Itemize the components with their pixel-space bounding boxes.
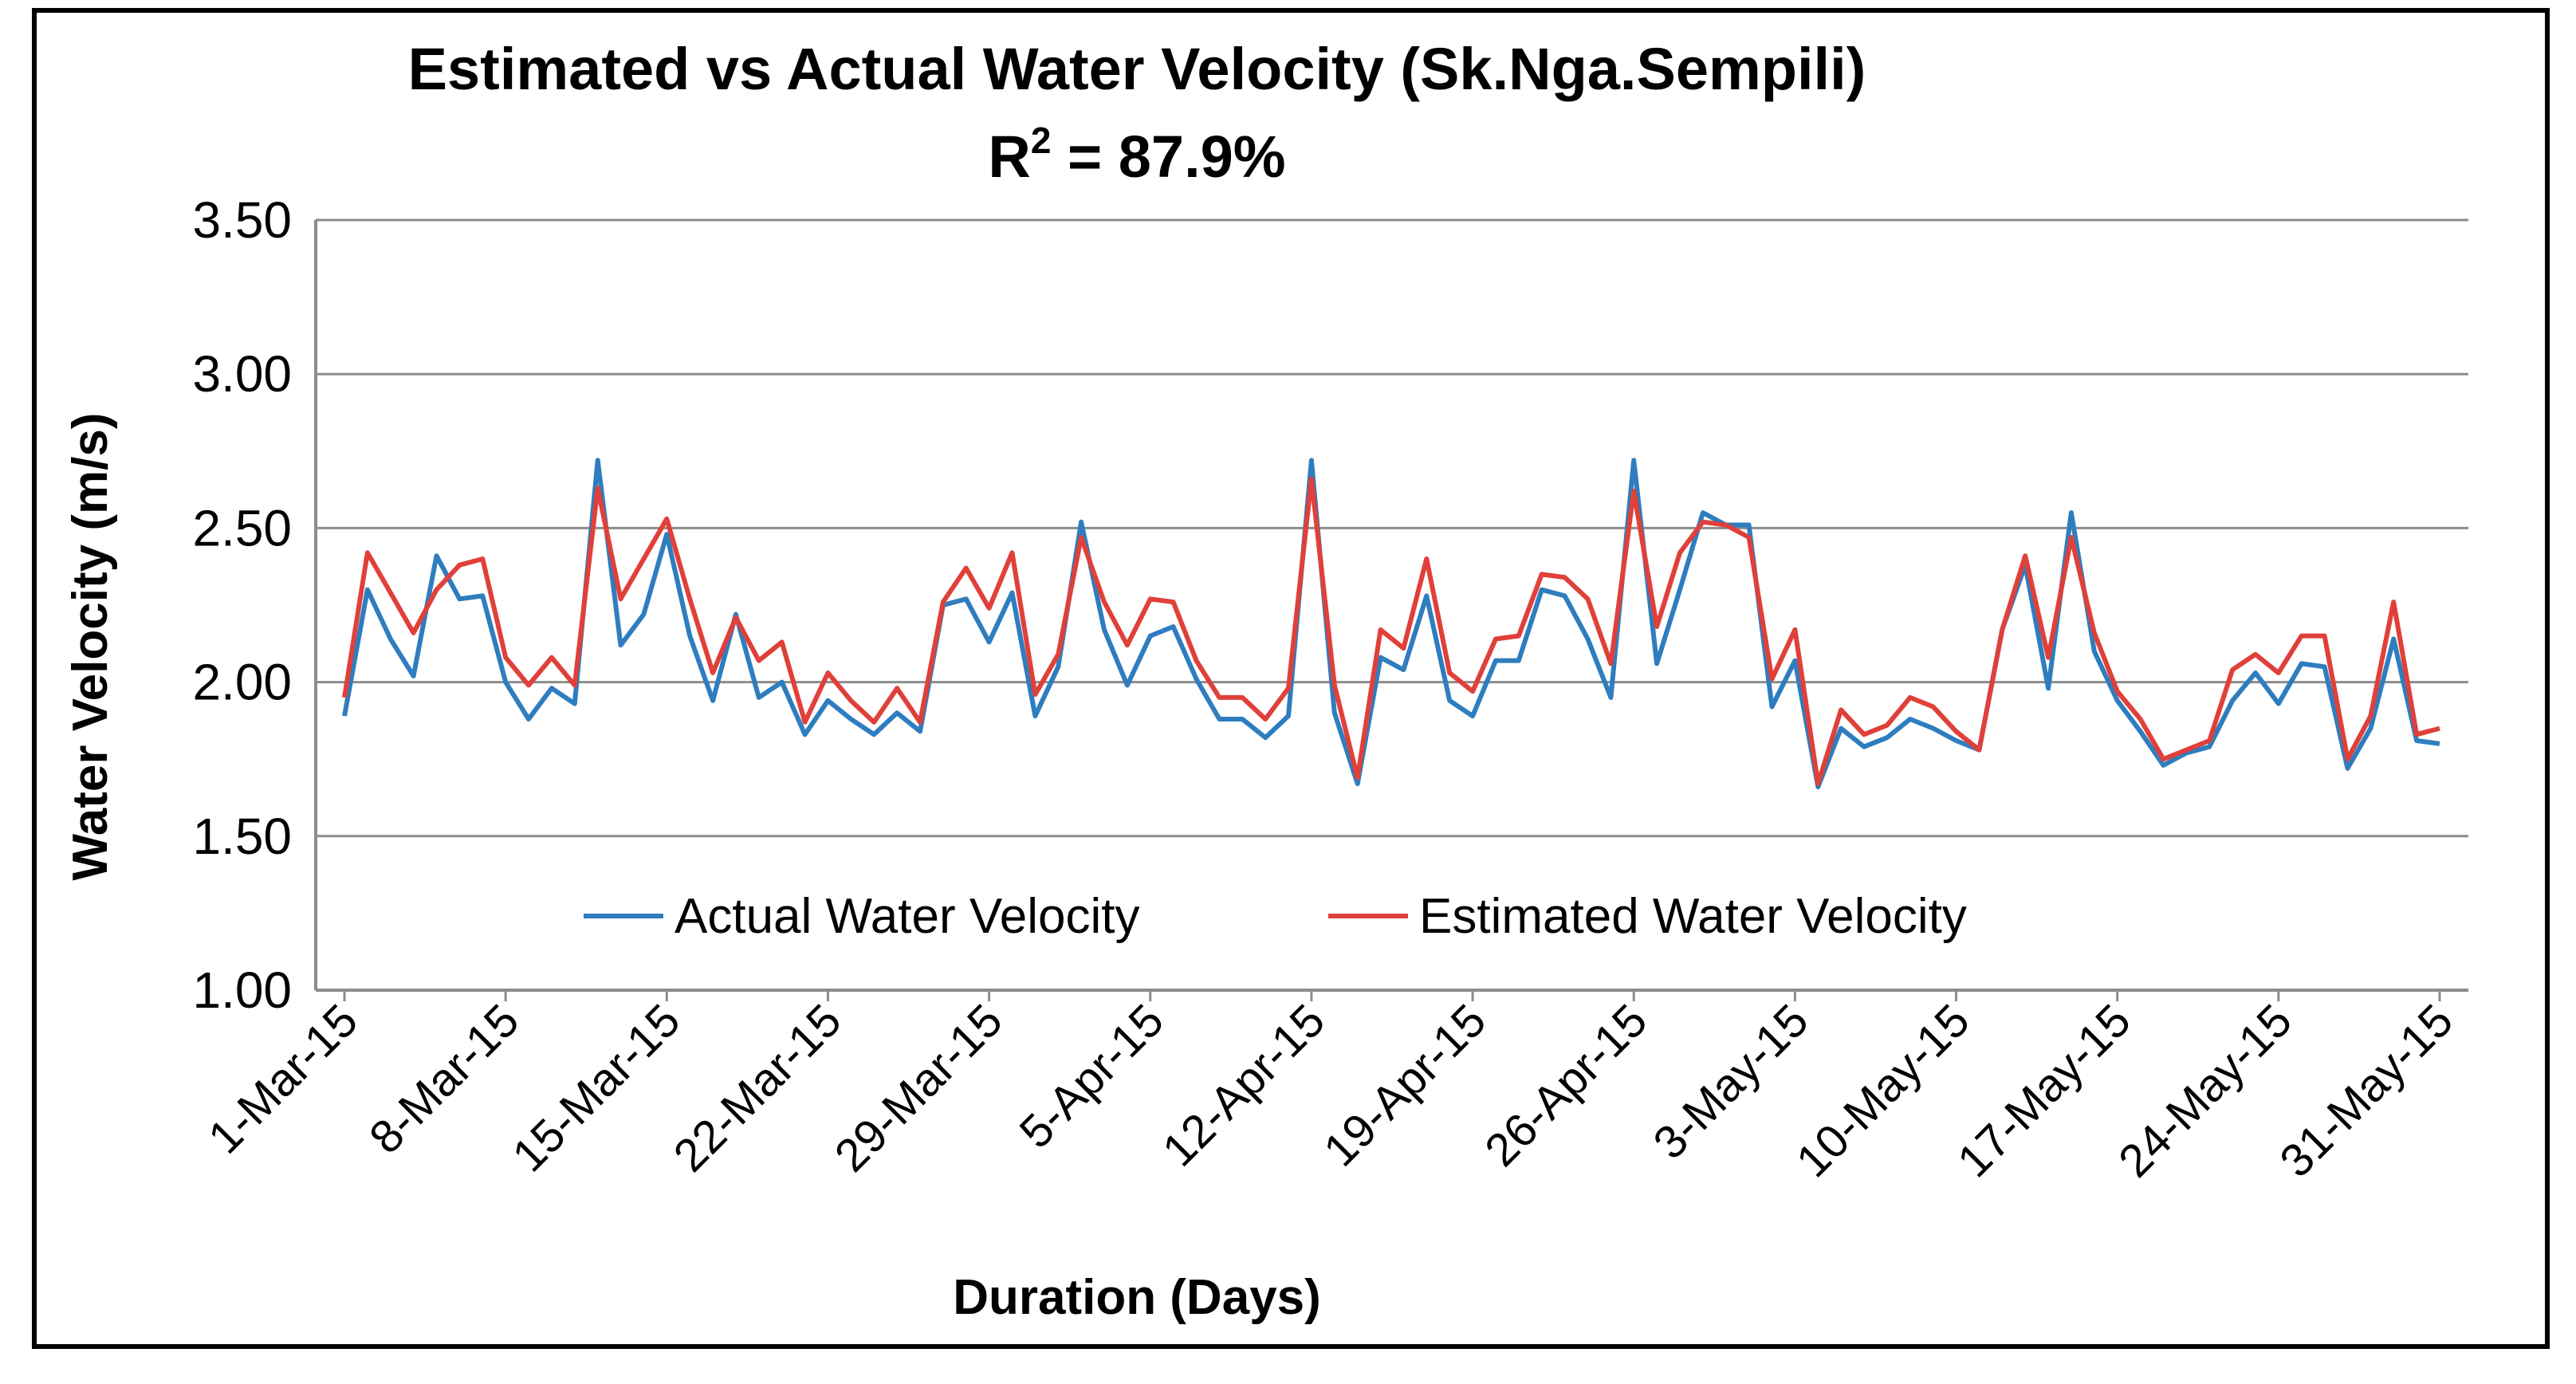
- legend-label-estimated: Estimated Water Velocity: [1419, 889, 1967, 944]
- x-tick-label: 19-Apr-15: [1314, 994, 1496, 1176]
- chart-subtitle: R2 = 87.9%: [988, 120, 1285, 190]
- x-tick-label: 8-Mar-15: [360, 994, 529, 1163]
- x-tick-label: 17-May-15: [1948, 994, 2141, 1187]
- y-tick-label: 1.00: [192, 961, 292, 1019]
- y-tick-label: 3.00: [192, 345, 292, 403]
- x-tick-label: 29-Mar-15: [825, 994, 1013, 1182]
- y-tick-label: 2.50: [192, 499, 292, 556]
- subtitle-prefix: R: [988, 124, 1030, 190]
- x-tick-label: 1-Mar-15: [199, 994, 368, 1163]
- y-axis-title: Water Velocity (m/s): [63, 413, 118, 881]
- x-tick-label: 3-May-15: [1643, 994, 1818, 1169]
- series-line-actual: [342, 458, 2440, 789]
- chart-title: Estimated vs Actual Water Velocity (Sk.N…: [408, 36, 1866, 102]
- x-tick-label: 24-May-15: [2109, 994, 2302, 1187]
- x-tick-label: 12-Apr-15: [1153, 994, 1335, 1176]
- x-tick-label: 5-Apr-15: [1009, 994, 1174, 1158]
- y-tick-label: 1.50: [192, 808, 292, 865]
- legend-label-actual: Actual Water Velocity: [674, 889, 1140, 944]
- line-chart: Estimated vs Actual Water Velocity (Sk.N…: [63, 36, 2468, 1325]
- x-tick-label: 10-May-15: [1787, 994, 1980, 1187]
- x-tick-label: 22-Mar-15: [664, 994, 851, 1182]
- y-tick-label: 3.50: [192, 191, 292, 249]
- x-tick-label: 15-Mar-15: [502, 994, 690, 1182]
- subtitle-suffix: = 87.9%: [1051, 124, 1285, 190]
- x-tick-label: 26-Apr-15: [1475, 994, 1657, 1176]
- chart-frame: Estimated vs Actual Water Velocity (Sk.N…: [32, 8, 2550, 1349]
- x-tick-labels: 1-Mar-158-Mar-1515-Mar-1522-Mar-1529-Mar…: [199, 990, 2463, 1187]
- x-axis-title: Duration (Days): [953, 1270, 1321, 1325]
- gridlines: [316, 218, 2468, 838]
- y-tick-label: 2.00: [192, 654, 292, 711]
- subtitle-superscript: 2: [1031, 120, 1052, 161]
- x-tick-label: 31-May-15: [2270, 994, 2463, 1187]
- legend: Actual Water Velocity Estimated Water Ve…: [584, 889, 1967, 944]
- series-line-estimated: [342, 476, 2440, 787]
- y-tick-labels: 1.00 1.50 2.00 2.50 3.00 3.50: [192, 191, 292, 1019]
